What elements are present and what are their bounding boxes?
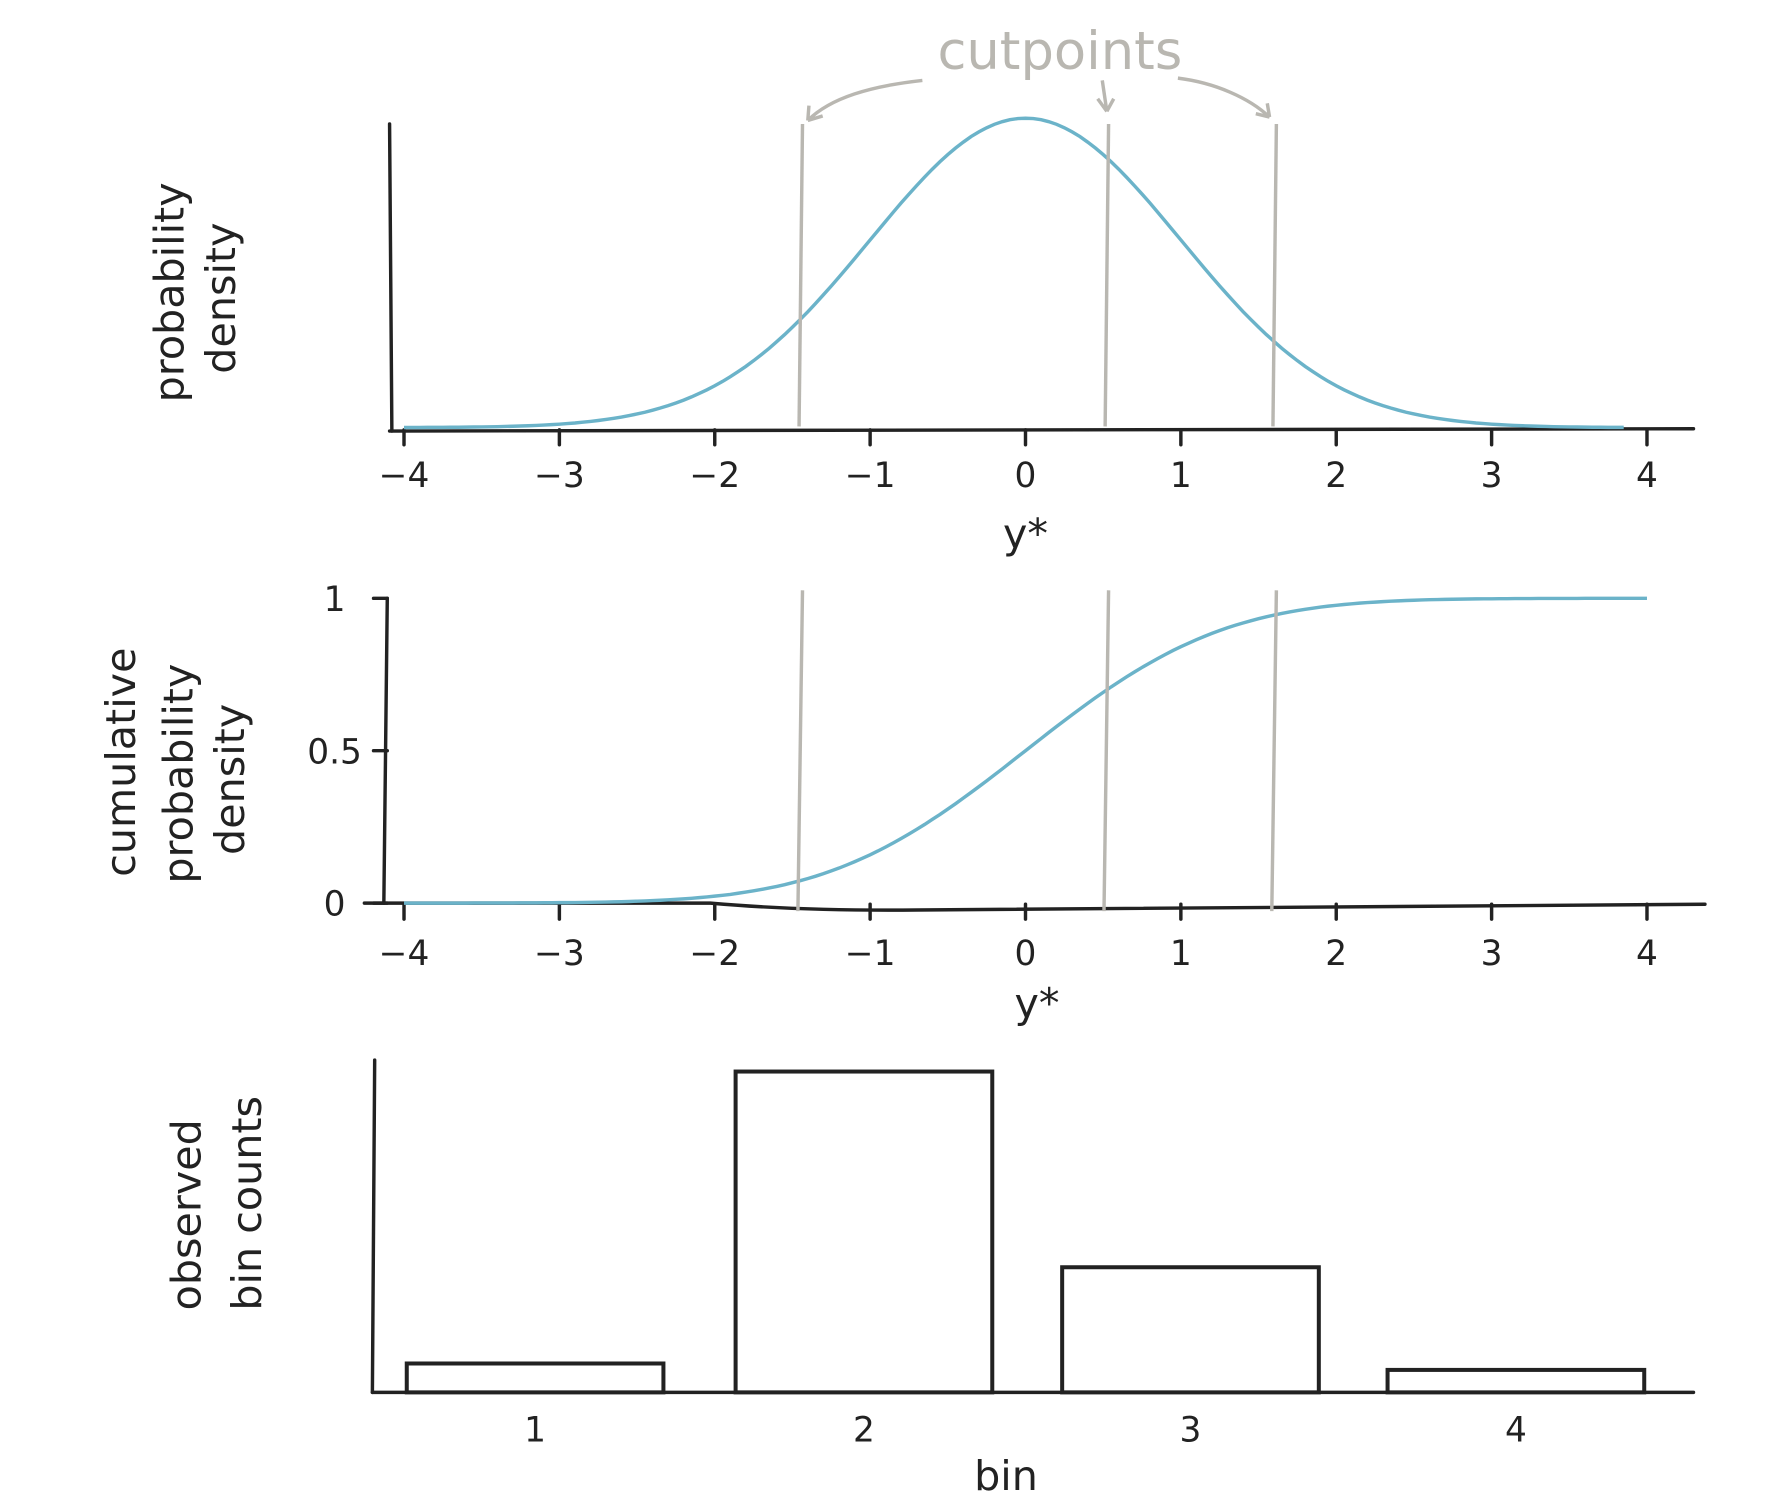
cdf-ylabel-line1: cumulative (97, 648, 145, 877)
cdf-curve (404, 596, 1647, 905)
cutpoints-label: cutpoints (937, 21, 1182, 82)
density-xlabel: y* (1003, 510, 1048, 558)
bins-y-axis (370, 1058, 377, 1395)
density-x-axis (387, 427, 1696, 433)
cutpoint-arrow-right (1177, 76, 1272, 119)
cdf-x-tick-label: 2 (1325, 934, 1347, 974)
bins-ylabel-line2: bin counts (223, 1096, 271, 1311)
cdf-x-tick-label: −4 (379, 934, 430, 974)
cdf-y-tick-label: 0 (324, 885, 346, 925)
cdf-y-tick-label: 1 (324, 580, 346, 620)
bin-tick-label: 3 (1180, 1411, 1202, 1451)
cdf-x-tick-label: 0 (1015, 934, 1037, 974)
cdf-x-tick-label: −2 (689, 934, 740, 974)
bin-bar-2 (733, 1069, 995, 1395)
cdf-xlabel: y* (1014, 980, 1059, 1028)
density-x-tick-label: −1 (845, 456, 896, 496)
cdf-y-tick-label: 0.5 (307, 732, 362, 772)
density-cutpoint-line (1271, 123, 1279, 427)
bin-bar-4 (1385, 1367, 1647, 1395)
cdf-x-tick-label: 1 (1170, 934, 1192, 974)
cutpoint-arrow-middle (1096, 80, 1116, 113)
cdf-ylabel-line3: density (206, 704, 254, 855)
density-x-tick-label: 1 (1170, 456, 1192, 496)
bin-bar-3 (1060, 1265, 1321, 1395)
density-x-tick-label: −2 (689, 456, 740, 496)
density-x-tick-label: 3 (1481, 456, 1503, 496)
cdf-x-tick-label: −3 (534, 934, 585, 974)
density-x-tick-label: −3 (534, 456, 585, 496)
bin-bar-1 (404, 1361, 666, 1395)
density-x-tick-label: 0 (1015, 456, 1037, 496)
density-x-tick-label: 4 (1636, 456, 1658, 496)
bin-count-panel: observed bin counts bin 1 2 3 4 (163, 1058, 1696, 1498)
cutpoint-arrow-left (806, 78, 923, 123)
density-cutpoint-line (1103, 123, 1111, 427)
bin-tick-label: 1 (524, 1411, 546, 1451)
density-ylabel-line1: probability (145, 182, 193, 402)
bin-tick-label: 4 (1505, 1411, 1527, 1451)
cdf-x-tick-label: 3 (1481, 934, 1503, 974)
density-x-tick-label: 2 (1325, 456, 1347, 496)
bin-tick-label: 2 (853, 1411, 875, 1451)
density-ylabel-line2: density (197, 223, 245, 374)
density-y-axis (387, 122, 394, 433)
density-x-tick-label: −4 (379, 456, 430, 496)
bins-xlabel: bin (974, 1452, 1038, 1498)
cdf-cutpoint-line (1102, 590, 1111, 912)
cdf-ylabel-line2: probability (154, 664, 202, 884)
density-cutpoint-line (797, 123, 805, 427)
density-panel: probability density y* −4 −3 −2 −1 0 1 2 3 4 (145, 116, 1696, 558)
bins-ylabel-line1: observed (163, 1119, 211, 1310)
cdf-cutpoint-line (796, 590, 805, 912)
density-curve (404, 116, 1624, 430)
cdf-x-tick-label: −1 (845, 934, 896, 974)
cdf-x-tick-label: 4 (1636, 934, 1658, 974)
cdf-x-axis (362, 901, 1707, 912)
cdf-panel: cumulative probability density y* 0 0.5 1 −… (97, 580, 1707, 1028)
cdf-cutpoint-line (1270, 590, 1279, 912)
